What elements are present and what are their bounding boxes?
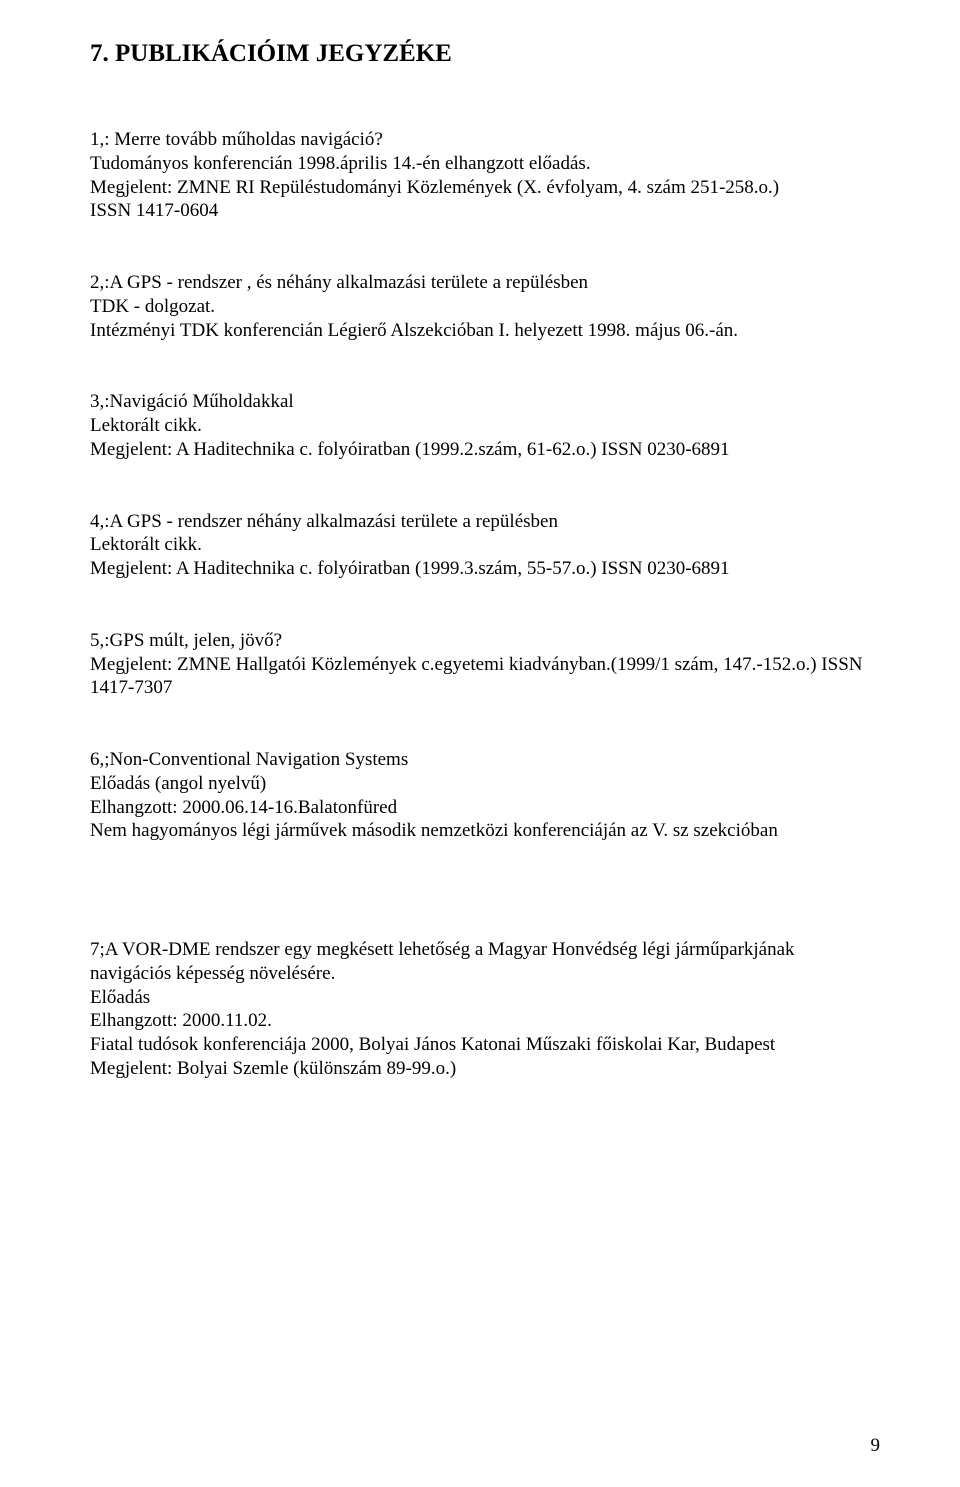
entry-line: 2,:A GPS - rendszer , és néhány alkalmaz… [90,271,880,295]
publication-entry: 1,: Merre tovább műholdas navigáció?Tudo… [90,128,880,223]
entry-line: 1,: Merre tovább műholdas navigáció? [90,128,880,152]
publication-entry: 2,:A GPS - rendszer , és néhány alkalmaz… [90,271,880,342]
publication-entry: 3,:Navigáció MűholdakkalLektorált cikk.M… [90,390,880,461]
publication-entry: 7;A VOR-DME rendszer egy megkésett lehet… [90,938,880,1081]
entry-line: Megjelent: ZMNE Hallgatói Közlemények c.… [90,653,880,701]
publication-entry: 4,:A GPS - rendszer néhány alkalmazási t… [90,510,880,581]
page-title: 7. PUBLIKÁCIÓIM JEGYZÉKE [90,40,880,68]
entry-line: ISSN 1417-0604 [90,199,880,223]
entry-line: Előadás (angol nyelvű) [90,772,880,796]
entry-line: Előadás [90,986,880,1010]
entry-line: TDK - dolgozat. [90,295,880,319]
entry-line: Megjelent: A Haditechnika c. folyóiratba… [90,438,880,462]
document-page: 7. PUBLIKÁCIÓIM JEGYZÉKE 1,: Merre továb… [0,0,960,1487]
entry-line: 5,:GPS múlt, jelen, jövő? [90,629,880,653]
entry-line: Elhangzott: 2000.06.14-16.Balatonfüred [90,796,880,820]
entry-line: Fiatal tudósok konferenciája 2000, Bolya… [90,1033,880,1057]
entry-line: Megjelent: A Haditechnika c. folyóiratba… [90,557,880,581]
entry-line: Nem hagyományos légi járművek második ne… [90,819,880,843]
entry-line: Tudományos konferencián 1998.április 14.… [90,152,880,176]
publication-entry: 6,;Non-Conventional Navigation SystemsEl… [90,748,880,843]
publication-list: 1,: Merre tovább műholdas navigáció?Tudo… [90,128,880,1081]
entry-line: 4,:A GPS - rendszer néhány alkalmazási t… [90,510,880,534]
entry-line: 7;A VOR-DME rendszer egy megkésett lehet… [90,938,880,986]
entry-line: Megjelent: ZMNE RI Repüléstudományi Közl… [90,176,880,200]
entry-line: Elhangzott: 2000.11.02. [90,1009,880,1033]
entry-line: Megjelent: Bolyai Szemle (különszám 89-9… [90,1057,880,1081]
entry-line: 6,;Non-Conventional Navigation Systems [90,748,880,772]
entry-line: 3,:Navigáció Műholdakkal [90,390,880,414]
entry-line: Lektorált cikk. [90,533,880,557]
page-number: 9 [871,1435,881,1457]
entry-line: Lektorált cikk. [90,414,880,438]
entry-line: Intézményi TDK konferencián Légierő Alsz… [90,319,880,343]
publication-entry: 5,:GPS múlt, jelen, jövő?Megjelent: ZMNE… [90,629,880,700]
